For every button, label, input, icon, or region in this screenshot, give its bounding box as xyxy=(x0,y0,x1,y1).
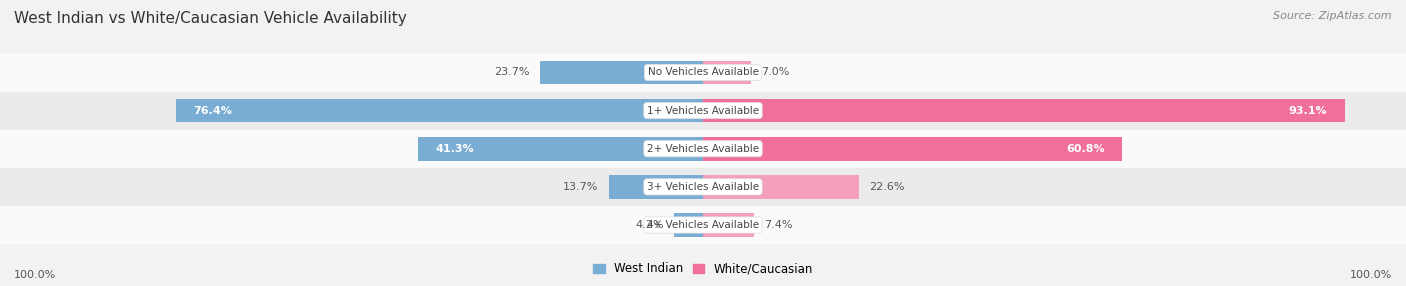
Bar xyxy=(0,53,1406,92)
Bar xyxy=(0,130,1406,168)
Bar xyxy=(703,213,754,237)
Text: 3+ Vehicles Available: 3+ Vehicles Available xyxy=(647,182,759,192)
Text: 1+ Vehicles Available: 1+ Vehicles Available xyxy=(647,106,759,116)
Bar xyxy=(703,175,859,199)
Bar xyxy=(0,206,1406,244)
Text: Source: ZipAtlas.com: Source: ZipAtlas.com xyxy=(1274,11,1392,21)
Text: 13.7%: 13.7% xyxy=(562,182,598,192)
Bar xyxy=(0,168,1406,206)
Text: 41.3%: 41.3% xyxy=(436,144,474,154)
Text: 7.0%: 7.0% xyxy=(762,67,790,78)
Text: West Indian vs White/Caucasian Vehicle Availability: West Indian vs White/Caucasian Vehicle A… xyxy=(14,11,406,26)
Text: 100.0%: 100.0% xyxy=(1350,270,1392,279)
Bar xyxy=(703,99,1344,122)
Legend: West Indian, White/Caucasian: West Indian, White/Caucasian xyxy=(588,258,818,280)
Text: 93.1%: 93.1% xyxy=(1289,106,1327,116)
Text: 2+ Vehicles Available: 2+ Vehicles Available xyxy=(647,144,759,154)
Bar xyxy=(673,213,703,237)
Text: 22.6%: 22.6% xyxy=(869,182,904,192)
Bar xyxy=(176,99,703,122)
Text: No Vehicles Available: No Vehicles Available xyxy=(648,67,758,78)
Text: 100.0%: 100.0% xyxy=(14,270,56,279)
Bar xyxy=(0,92,1406,130)
Text: 76.4%: 76.4% xyxy=(194,106,232,116)
Bar xyxy=(609,175,703,199)
Text: 23.7%: 23.7% xyxy=(494,67,529,78)
Bar xyxy=(703,61,751,84)
Text: 60.8%: 60.8% xyxy=(1066,144,1105,154)
Bar xyxy=(703,137,1122,160)
Text: 4+ Vehicles Available: 4+ Vehicles Available xyxy=(647,220,759,230)
Text: 4.2%: 4.2% xyxy=(636,220,664,230)
Text: 7.4%: 7.4% xyxy=(765,220,793,230)
Bar xyxy=(419,137,703,160)
Bar xyxy=(540,61,703,84)
